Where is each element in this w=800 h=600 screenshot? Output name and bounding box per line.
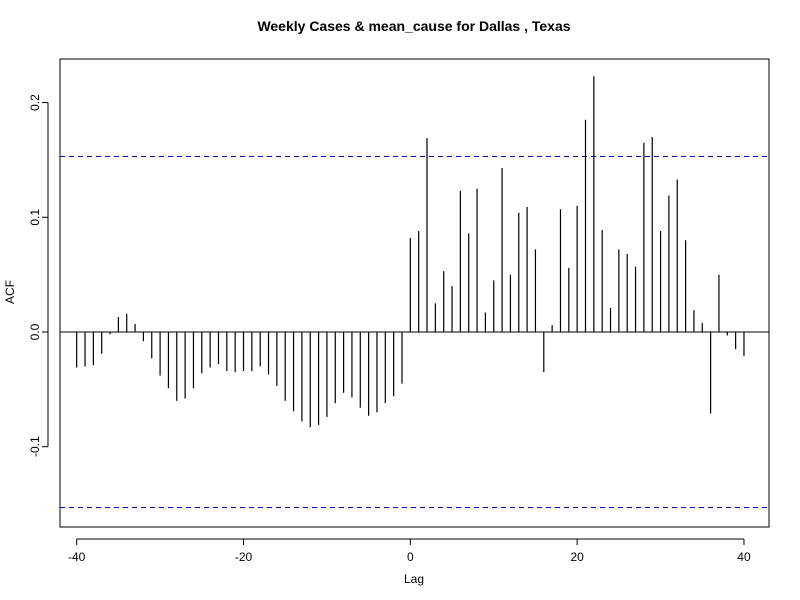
x-tick-label: -20 [235, 550, 253, 564]
x-tick-label: 20 [570, 550, 584, 564]
x-axis: -40 -20 0 20 40 [68, 538, 751, 564]
x-tick-label: -40 [68, 550, 86, 564]
y-tick-label: 0.1 [28, 209, 42, 226]
x-axis-label: Lag [404, 572, 424, 586]
chart-title: Weekly Cases & mean_cause for Dallas , T… [257, 18, 570, 34]
y-tick-label: 0.2 [28, 94, 42, 111]
x-tick-label: 0 [407, 550, 414, 564]
y-tick-label: -0.1 [28, 436, 42, 457]
y-tick-label: 0.0 [28, 323, 42, 340]
y-axis: -0.1 0.0 0.1 0.2 [28, 94, 49, 457]
plot-frame [59, 58, 770, 528]
y-axis-label: ACF [3, 280, 17, 304]
plot-area [59, 58, 770, 528]
x-tick-label: 40 [737, 550, 751, 564]
